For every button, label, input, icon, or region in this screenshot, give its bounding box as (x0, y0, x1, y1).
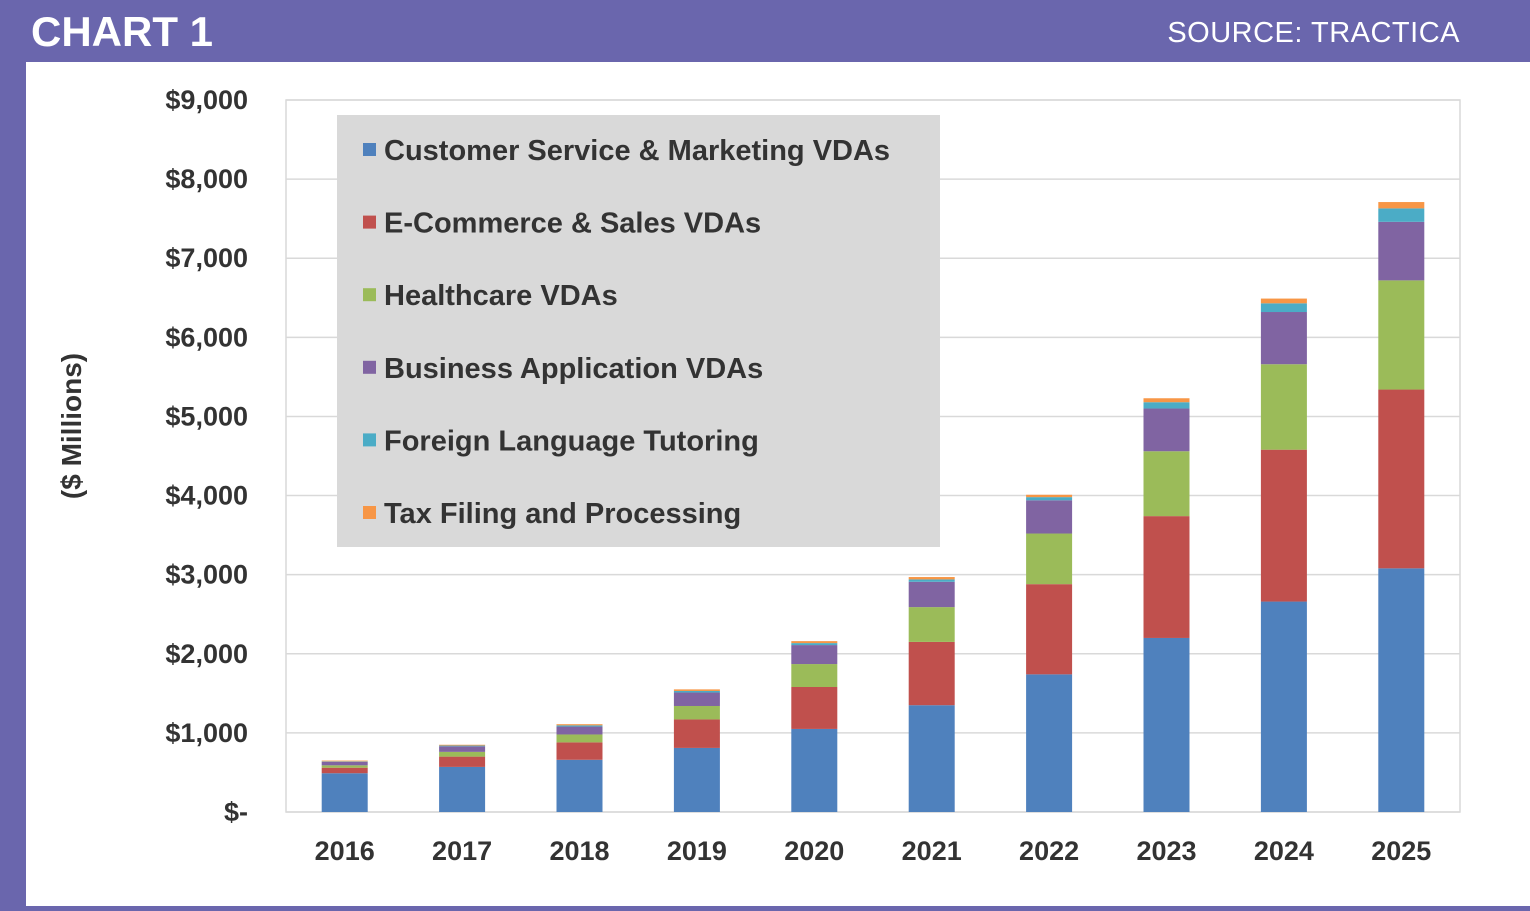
bar-segment (322, 773, 368, 812)
bar-segment (1261, 450, 1307, 602)
bar-segment (557, 725, 603, 726)
bar-segment (674, 719, 720, 747)
y-tick-label: $8,000 (165, 164, 248, 194)
y-axis-label: ($ Millions) (56, 353, 87, 499)
bar-segment (1261, 312, 1307, 364)
chart-title: CHART 1 (31, 8, 213, 56)
bar-segment (1144, 638, 1190, 812)
bar-segment (791, 687, 837, 729)
bar-segment (557, 727, 603, 735)
y-tick-label: $4,000 (165, 481, 248, 511)
bar-segment (557, 724, 603, 725)
bar-segment (439, 767, 485, 812)
bar-chart: $- $1,000 $2,000 $3,000 $4,000 $5,000 $6,000 $7… (26, 62, 1530, 906)
bar-segment (1026, 674, 1072, 812)
y-tick-label: $3,000 (165, 560, 248, 590)
bar-segment (791, 664, 837, 687)
bar-segment (1261, 364, 1307, 449)
bar-segment (674, 693, 720, 706)
legend-swatch (363, 433, 376, 446)
legend-label: Foreign Language Tutoring (384, 425, 759, 457)
bar-segment (909, 607, 955, 642)
bar-segment (439, 746, 485, 752)
bar-segment (1378, 222, 1424, 281)
bar-segment (1144, 516, 1190, 638)
bar-segment (791, 645, 837, 664)
bar-segment (909, 642, 955, 705)
legend (337, 115, 940, 547)
bar-segment (674, 691, 720, 693)
y-tick-label: $5,000 (165, 401, 248, 431)
bar-segment (909, 582, 955, 607)
bar-segment (791, 641, 837, 643)
x-tick-label: 2023 (1136, 836, 1196, 866)
legend-label: Tax Filing and Processing (384, 498, 741, 530)
bar-segment (1261, 299, 1307, 304)
x-tick-label: 2019 (667, 836, 727, 866)
chart-panel: $- $1,000 $2,000 $3,000 $4,000 $5,000 $6,000 $7… (26, 62, 1530, 906)
x-tick-label: 2024 (1254, 836, 1314, 866)
bar-segment (1261, 303, 1307, 312)
bar-segment (791, 729, 837, 812)
legend-swatch (363, 506, 376, 519)
bar-segment (674, 748, 720, 812)
bar-segment (1026, 534, 1072, 585)
legend-swatch (363, 216, 376, 229)
bar-segment (1026, 497, 1072, 500)
bar-segment (1261, 602, 1307, 812)
bar-segment (1026, 500, 1072, 533)
bar-segment (791, 643, 837, 645)
x-tick-label: 2018 (549, 836, 609, 866)
legend-swatch (363, 143, 376, 156)
bar-segment (1378, 280, 1424, 389)
y-tick-label: $1,000 (165, 718, 248, 748)
legend-label: Healthcare VDAs (384, 280, 618, 312)
y-tick-label: $7,000 (165, 243, 248, 273)
bar-segment (439, 746, 485, 747)
legend-label: E-Commerce & Sales VDAs (384, 208, 761, 240)
bar-segment (1378, 208, 1424, 221)
legend-label: Business Application VDAs (384, 353, 763, 385)
bar-segment (322, 762, 368, 766)
bar-segment (1144, 398, 1190, 402)
bar-segment (1378, 568, 1424, 812)
bar-segment (909, 705, 955, 812)
bar-segment (322, 765, 368, 767)
bar-segment (1144, 409, 1190, 452)
x-tick-label: 2020 (784, 836, 844, 866)
bar-segment (1378, 202, 1424, 208)
bar-segment (322, 761, 368, 762)
legend-swatch (363, 361, 376, 374)
bar-segment (322, 768, 368, 774)
bar-segment (1378, 390, 1424, 569)
bar-segment (674, 689, 720, 691)
x-tick-label: 2021 (902, 836, 962, 866)
bar-segment (1026, 495, 1072, 497)
bar-segment (439, 757, 485, 767)
bar-segment (557, 760, 603, 812)
chart-source: SOURCE: TRACTICA (1167, 17, 1460, 50)
bar-segment (1144, 402, 1190, 408)
bar-segment (674, 706, 720, 719)
x-tick-label: 2022 (1019, 836, 1079, 866)
legend-swatch (363, 288, 376, 301)
x-tick-label: 2025 (1371, 836, 1431, 866)
y-tick-label: $6,000 (165, 322, 248, 352)
bar-segment (439, 745, 485, 746)
legend-label: Customer Service & Marketing VDAs (384, 135, 890, 167)
bar-segment (1026, 584, 1072, 674)
bar-segment (1144, 451, 1190, 516)
y-tick-label: $2,000 (165, 639, 248, 669)
y-tick-label: $- (224, 797, 248, 827)
x-tick-label: 2017 (432, 836, 492, 866)
bar-segment (439, 752, 485, 757)
bar-segment (557, 734, 603, 742)
x-tick-label: 2016 (315, 836, 375, 866)
bar-segment (909, 579, 955, 581)
y-tick-label: $9,000 (165, 85, 248, 115)
bar-segment (909, 577, 955, 579)
bar-segment (557, 742, 603, 759)
